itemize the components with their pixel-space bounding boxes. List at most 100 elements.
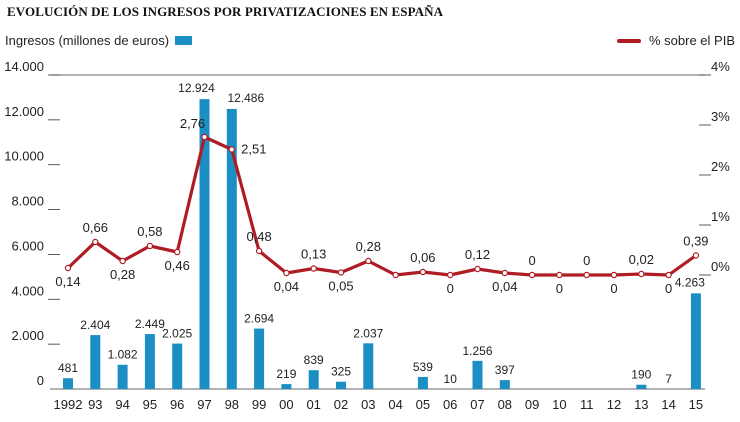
- line-point: [201, 133, 208, 141]
- line-point: [337, 269, 345, 276]
- line-label: 0,05: [328, 279, 353, 294]
- line-point: [665, 271, 672, 279]
- line-point: [310, 265, 317, 272]
- bar-label: 481: [58, 361, 78, 375]
- line-point: [146, 242, 154, 250]
- x-tick-label: 93: [88, 397, 102, 412]
- line-label: 2,76: [180, 116, 205, 131]
- x-tick-label: 11: [580, 397, 594, 412]
- x-tick-label: 1992: [54, 397, 83, 412]
- bar-label: 539: [413, 360, 433, 374]
- line-point: [474, 265, 481, 273]
- line-label: 0,13: [301, 247, 326, 262]
- x-tick-label: 07: [470, 397, 484, 412]
- y-left-tick-label: 0: [37, 373, 44, 388]
- line-label: 2,51: [241, 142, 266, 157]
- bar-label: 7: [665, 372, 672, 386]
- line-point: [528, 271, 536, 279]
- x-tick-label: 12: [607, 397, 621, 412]
- line-point: [255, 247, 263, 255]
- line-point: [228, 146, 235, 153]
- bar: [636, 384, 647, 389]
- y-left-tick-label: 4.000: [11, 283, 44, 298]
- bar: [472, 360, 483, 389]
- bar-label: 219: [276, 367, 296, 381]
- legend-line: % sobre el PIB: [617, 33, 735, 48]
- line-label: 0,06: [410, 250, 435, 265]
- x-tick-label: 04: [388, 397, 402, 412]
- y-left-tick-label: 10.000: [4, 149, 44, 164]
- series-line: [66, 135, 698, 277]
- line-label: 0: [583, 253, 590, 268]
- x-tick-label: 08: [498, 397, 512, 412]
- line-label: 0,14: [55, 274, 80, 289]
- line-point: [583, 271, 590, 279]
- line-label: 0,58: [137, 224, 162, 239]
- x-tick-label: 09: [525, 397, 539, 412]
- chart-title: EVOLUCIÓN DE LOS INGRESOS POR PRIVATIZAC…: [7, 4, 444, 19]
- x-tick-label: 98: [225, 397, 239, 412]
- y-left-tick-label: 12.000: [4, 104, 44, 119]
- bar: [172, 343, 183, 389]
- legend-bars-swatch: [175, 36, 193, 45]
- line-label: 0: [665, 281, 672, 296]
- y-right-tick-label: 2%: [711, 159, 730, 174]
- line-point: [392, 271, 399, 279]
- y-right-tick-label: 4%: [711, 59, 730, 74]
- line-point: [419, 268, 427, 276]
- x-tick-label: 94: [115, 397, 129, 412]
- line-label: 0: [610, 281, 617, 296]
- line-point: [610, 271, 618, 279]
- x-tick-label: 97: [197, 397, 211, 412]
- line-label: 0,12: [465, 247, 490, 262]
- legend-line-swatch: [617, 38, 641, 43]
- bar: [117, 364, 128, 389]
- bar: [308, 370, 319, 389]
- bar-label: 2.449: [135, 317, 165, 331]
- bar-label: 2.694: [244, 312, 274, 326]
- y-right-tick-label: 3%: [711, 109, 730, 124]
- bar: [226, 108, 237, 390]
- y-left-tick-label: 8.000: [11, 194, 44, 209]
- line-point: [447, 271, 454, 279]
- bar-label: 1.256: [462, 344, 492, 358]
- line-point: [692, 252, 700, 259]
- line-label: 0,04: [492, 279, 517, 294]
- y-left-tick-label: 14.000: [4, 59, 44, 74]
- line-label: 0,28: [356, 239, 381, 254]
- x-tick-label: 99: [252, 397, 266, 412]
- bar: [63, 378, 73, 389]
- bar: [281, 384, 292, 389]
- line-point: [173, 248, 181, 256]
- x-tick-label: 03: [361, 397, 375, 412]
- bar: [363, 343, 374, 389]
- legend-bars: Ingresos (millones de euros): [5, 33, 193, 48]
- line-point: [92, 238, 99, 246]
- x-tick-label: 14: [661, 397, 675, 412]
- bar: [417, 376, 428, 389]
- line-point: [556, 271, 563, 279]
- line-label: 0: [447, 281, 454, 296]
- line-label: 0,66: [83, 220, 108, 235]
- legend-line-label: % sobre el PIB: [649, 33, 735, 48]
- line-label: 0: [556, 281, 563, 296]
- line-point: [119, 257, 126, 265]
- bar-label: 4.263: [675, 275, 705, 289]
- line-label: 0: [528, 253, 535, 268]
- line-label: 0,28: [110, 267, 135, 282]
- bar: [690, 293, 701, 389]
- line-point: [638, 270, 645, 278]
- bar-label: 2.037: [353, 326, 383, 340]
- line-point: [365, 257, 372, 265]
- x-tick-label: 10: [552, 397, 566, 412]
- line-label: 0,39: [683, 234, 708, 249]
- line-point: [501, 269, 508, 277]
- bar: [199, 99, 210, 389]
- bar-label: 190: [631, 368, 651, 382]
- bar-label: 2.404: [80, 318, 110, 332]
- line-point: [283, 269, 290, 277]
- line-label: 0,04: [274, 279, 299, 294]
- line-point: [64, 264, 72, 272]
- bar-label: 12.924: [178, 81, 215, 95]
